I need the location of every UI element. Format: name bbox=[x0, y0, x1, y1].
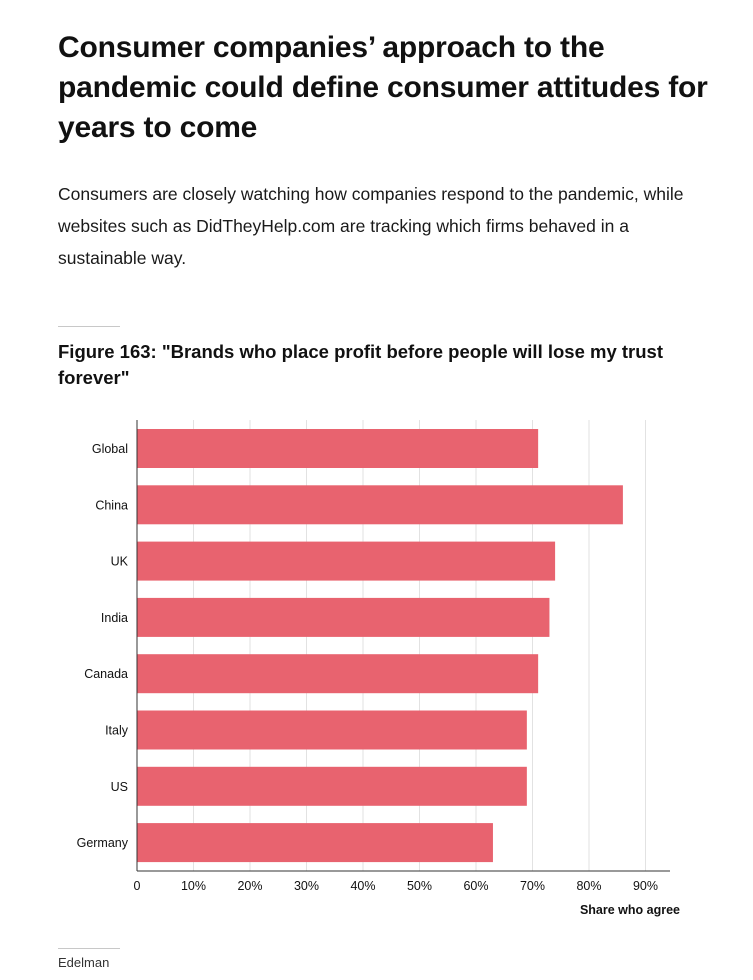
x-tick-label-10: 10% bbox=[181, 879, 206, 893]
x-axis-title: Share who agree bbox=[580, 903, 680, 917]
x-tick-label-0: 0 bbox=[134, 879, 141, 893]
bars bbox=[137, 429, 623, 863]
x-tick-label-90: 90% bbox=[633, 879, 658, 893]
category-label-us: US bbox=[111, 780, 128, 794]
source-label: Edelman bbox=[58, 955, 110, 970]
bar-india bbox=[137, 597, 550, 637]
x-tick-label-30: 30% bbox=[294, 879, 319, 893]
category-label-germany: Germany bbox=[77, 836, 129, 850]
bar-italy bbox=[137, 710, 527, 750]
category-label-italy: Italy bbox=[105, 724, 129, 738]
bar-us bbox=[137, 766, 527, 806]
category-label-canada: Canada bbox=[84, 667, 128, 681]
category-label-china: China bbox=[95, 498, 128, 512]
x-tick-label-40: 40% bbox=[350, 879, 375, 893]
x-tick-label-80: 80% bbox=[576, 879, 601, 893]
axes bbox=[136, 420, 670, 872]
x-tick-label-60: 60% bbox=[463, 879, 488, 893]
x-tick-label-70: 70% bbox=[520, 879, 545, 893]
bar-chart: Global China UK India Canada Italy US Germany 0 1… bbox=[77, 420, 680, 917]
bar-uk bbox=[137, 541, 556, 581]
subhead: Consumers are closely watching how compa… bbox=[58, 184, 684, 268]
category-label-uk: UK bbox=[111, 555, 129, 569]
x-tick-label-50: 50% bbox=[407, 879, 432, 893]
category-label-india: India bbox=[101, 611, 128, 625]
bar-china bbox=[137, 485, 623, 525]
figure-title: Figure 163: "Brands who place profit bef… bbox=[58, 341, 663, 388]
divider-bottom bbox=[58, 948, 120, 949]
bar-global bbox=[137, 429, 539, 468]
x-tick-label-20: 20% bbox=[237, 879, 262, 893]
bar-germany bbox=[137, 823, 493, 863]
divider-top bbox=[58, 326, 120, 327]
axis-labels: Global China UK India Canada Italy US Germany 0 1… bbox=[77, 442, 680, 917]
category-label-global: Global bbox=[92, 442, 128, 456]
bar-canada bbox=[137, 654, 539, 694]
headline: Consumer companies’ approach to the pand… bbox=[58, 31, 708, 144]
